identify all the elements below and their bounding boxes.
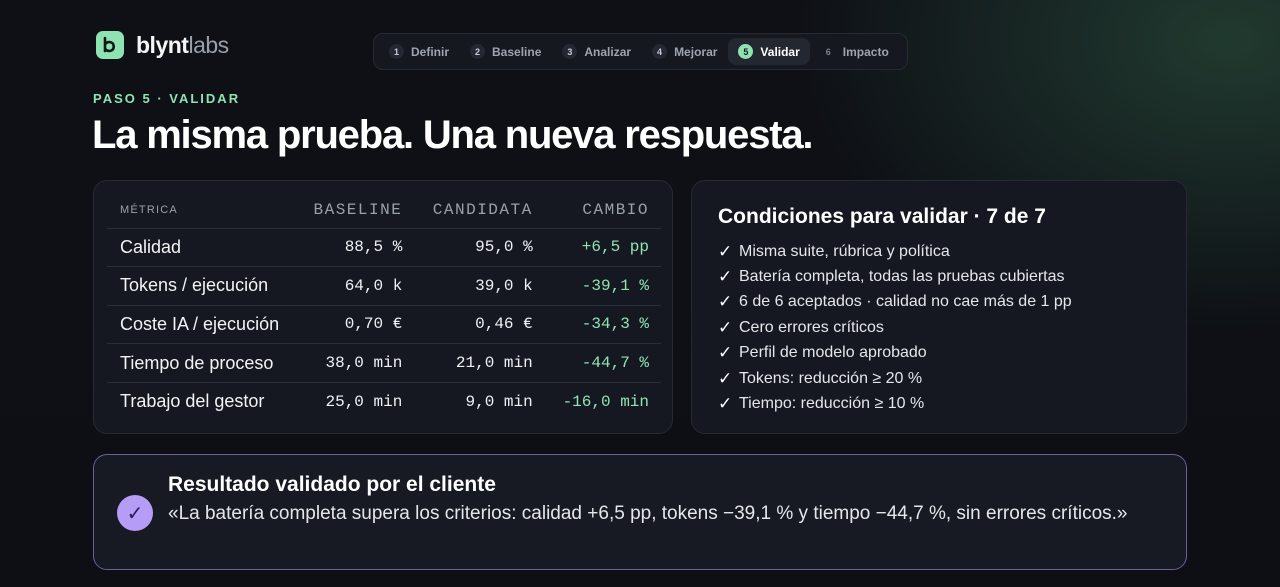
- step-validar[interactable]: 5 Validar: [728, 38, 810, 65]
- condition-text: 6 de 6 aceptados · calidad no cae más de…: [739, 293, 1072, 311]
- page-title: La misma prueba. Una nueva respuesta.: [92, 113, 814, 157]
- baseline-value: 0,70 €: [299, 305, 415, 345]
- check-icon: ✓: [718, 241, 733, 261]
- step-mejorar[interactable]: 4 Mejorar: [642, 38, 727, 65]
- result-banner: ✓ Resultado validado por el cliente «La …: [93, 454, 1187, 570]
- condition-text: Perfil de modelo aprobado: [739, 344, 927, 362]
- header-baseline: BASELINE: [299, 193, 415, 229]
- metric-name: Trabajo del gestor: [120, 391, 265, 412]
- baseline-value: 64,0 k: [299, 266, 415, 306]
- list-item: ✓ Misma suite, rúbrica y política: [718, 239, 1072, 264]
- header-metric: MÉTRICA: [107, 193, 300, 229]
- check-icon: ✓: [718, 317, 733, 337]
- metrics-table: MÉTRICA BASELINE CANDIDATA CAMBIO Calida…: [107, 193, 661, 421]
- step-label: Impacto: [842, 44, 889, 59]
- metric-name: Tiempo de proceso: [107, 343, 300, 383]
- change-value: -44,7 %: [544, 343, 661, 383]
- list-item: ✓ Tokens: reducción ≥ 20 %: [718, 366, 1072, 391]
- list-item: ✓ Tiempo: reducción ≥ 10 %: [718, 391, 1072, 416]
- metric-name: Tokens / ejecución: [107, 266, 300, 306]
- list-item: ✓ Perfil de modelo aprobado: [718, 341, 1072, 366]
- candidate-value: 0,46 €: [414, 305, 545, 345]
- change-value: -34,3 %: [544, 305, 661, 345]
- list-item: ✓ Cero errores críticos: [718, 315, 1072, 340]
- condition-text: Misma suite, rúbrica y política: [739, 242, 950, 260]
- step-analizar[interactable]: 3 Analizar: [552, 38, 641, 65]
- header-candidate: CANDIDATA: [414, 193, 545, 229]
- check-icon: ✓: [718, 267, 733, 287]
- candidate-value: 9,0 min: [465, 392, 533, 411]
- conditions-list: ✓ Misma suite, rúbrica y política ✓ Baterí…: [718, 239, 1072, 417]
- step-label: Validar: [760, 44, 800, 59]
- metric-name: Coste IA / ejecución: [107, 305, 300, 345]
- brand-logo[interactable]: blyntlabs: [96, 31, 229, 59]
- step-number: 6: [825, 46, 831, 57]
- list-item: ✓ 6 de 6 aceptados · calidad no cae más d…: [718, 290, 1072, 315]
- baseline-value: 25,0 min: [325, 392, 403, 411]
- conditions-title: Condiciones para validar · 7 de 7: [718, 205, 1046, 228]
- table-row: Trabajo del gestor 25,0 min 9,0 min -16,…: [107, 382, 661, 421]
- process-stepper: 1 Definir 2 Baseline 3 Analizar 4 Mejora…: [373, 33, 908, 70]
- candidate-value: 39,0 k: [414, 266, 545, 306]
- condition-text: Tiempo: reducción ≥ 10 %: [739, 395, 925, 413]
- result-title: Resultado validado por el cliente: [168, 473, 496, 496]
- step-number: 5: [738, 44, 754, 59]
- table-row: Tiempo de proceso 38,0 min 21,0 min -44,…: [107, 343, 661, 383]
- step-number: 3: [562, 44, 578, 59]
- step-label: Analizar: [584, 44, 632, 59]
- metric-name: Calidad: [107, 228, 300, 268]
- condition-text: Cero errores críticos: [739, 318, 884, 336]
- baseline-value: 88,5 %: [299, 228, 415, 268]
- change-value: -39,1 %: [544, 266, 661, 306]
- condition-text: Batería completa, todas las pruebas cubi…: [739, 268, 1065, 286]
- list-item: ✓ Batería completa, todas las pruebas cub…: [718, 264, 1072, 289]
- step-number: 4: [652, 44, 668, 59]
- conditions-card: Condiciones para validar · 7 de 7 ✓ Misma…: [691, 180, 1187, 434]
- step-definir[interactable]: 1 Definir: [379, 38, 459, 65]
- metrics-card: MÉTRICA BASELINE CANDIDATA CAMBIO Calida…: [93, 180, 673, 434]
- check-icon: ✓: [718, 394, 733, 414]
- b-logo-icon: [96, 31, 124, 59]
- table-header-row: MÉTRICA BASELINE CANDIDATA CAMBIO: [107, 193, 661, 229]
- step-label: Definir: [411, 44, 450, 59]
- check-icon: ✓: [718, 343, 733, 363]
- condition-text: Tokens: reducción ≥ 20 %: [739, 369, 923, 387]
- change-value: -16,0 min: [562, 392, 649, 411]
- result-quote: «La batería completa supera los criterio…: [168, 503, 1128, 524]
- change-value: +6,5 pp: [544, 228, 661, 268]
- table-row: Tokens / ejecución 64,0 k 39,0 k -39,1 %: [107, 266, 661, 306]
- baseline-value: 38,0 min: [299, 343, 415, 383]
- candidate-value: 95,0 %: [414, 228, 545, 268]
- step-eyebrow: PASO 5 · VALIDAR: [93, 91, 241, 106]
- check-icon: ✓: [718, 292, 733, 312]
- step-baseline[interactable]: 2 Baseline: [460, 38, 551, 65]
- table-row: Calidad 88,5 % 95,0 % +6,5 pp: [107, 228, 661, 268]
- candidate-value: 21,0 min: [414, 343, 545, 383]
- step-label: Mejorar: [674, 44, 718, 59]
- step-number: 1: [389, 44, 404, 59]
- brand-name: blyntlabs: [136, 31, 229, 58]
- table-row: Coste IA / ejecución 0,70 € 0,46 € -34,3…: [107, 305, 661, 345]
- header-change: CAMBIO: [544, 193, 661, 229]
- step-number: 2: [470, 44, 486, 59]
- check-icon: ✓: [718, 368, 733, 388]
- step-impacto[interactable]: 6 Impacto: [811, 38, 899, 65]
- step-label: Baseline: [492, 44, 542, 59]
- check-badge-icon: ✓: [117, 495, 153, 531]
